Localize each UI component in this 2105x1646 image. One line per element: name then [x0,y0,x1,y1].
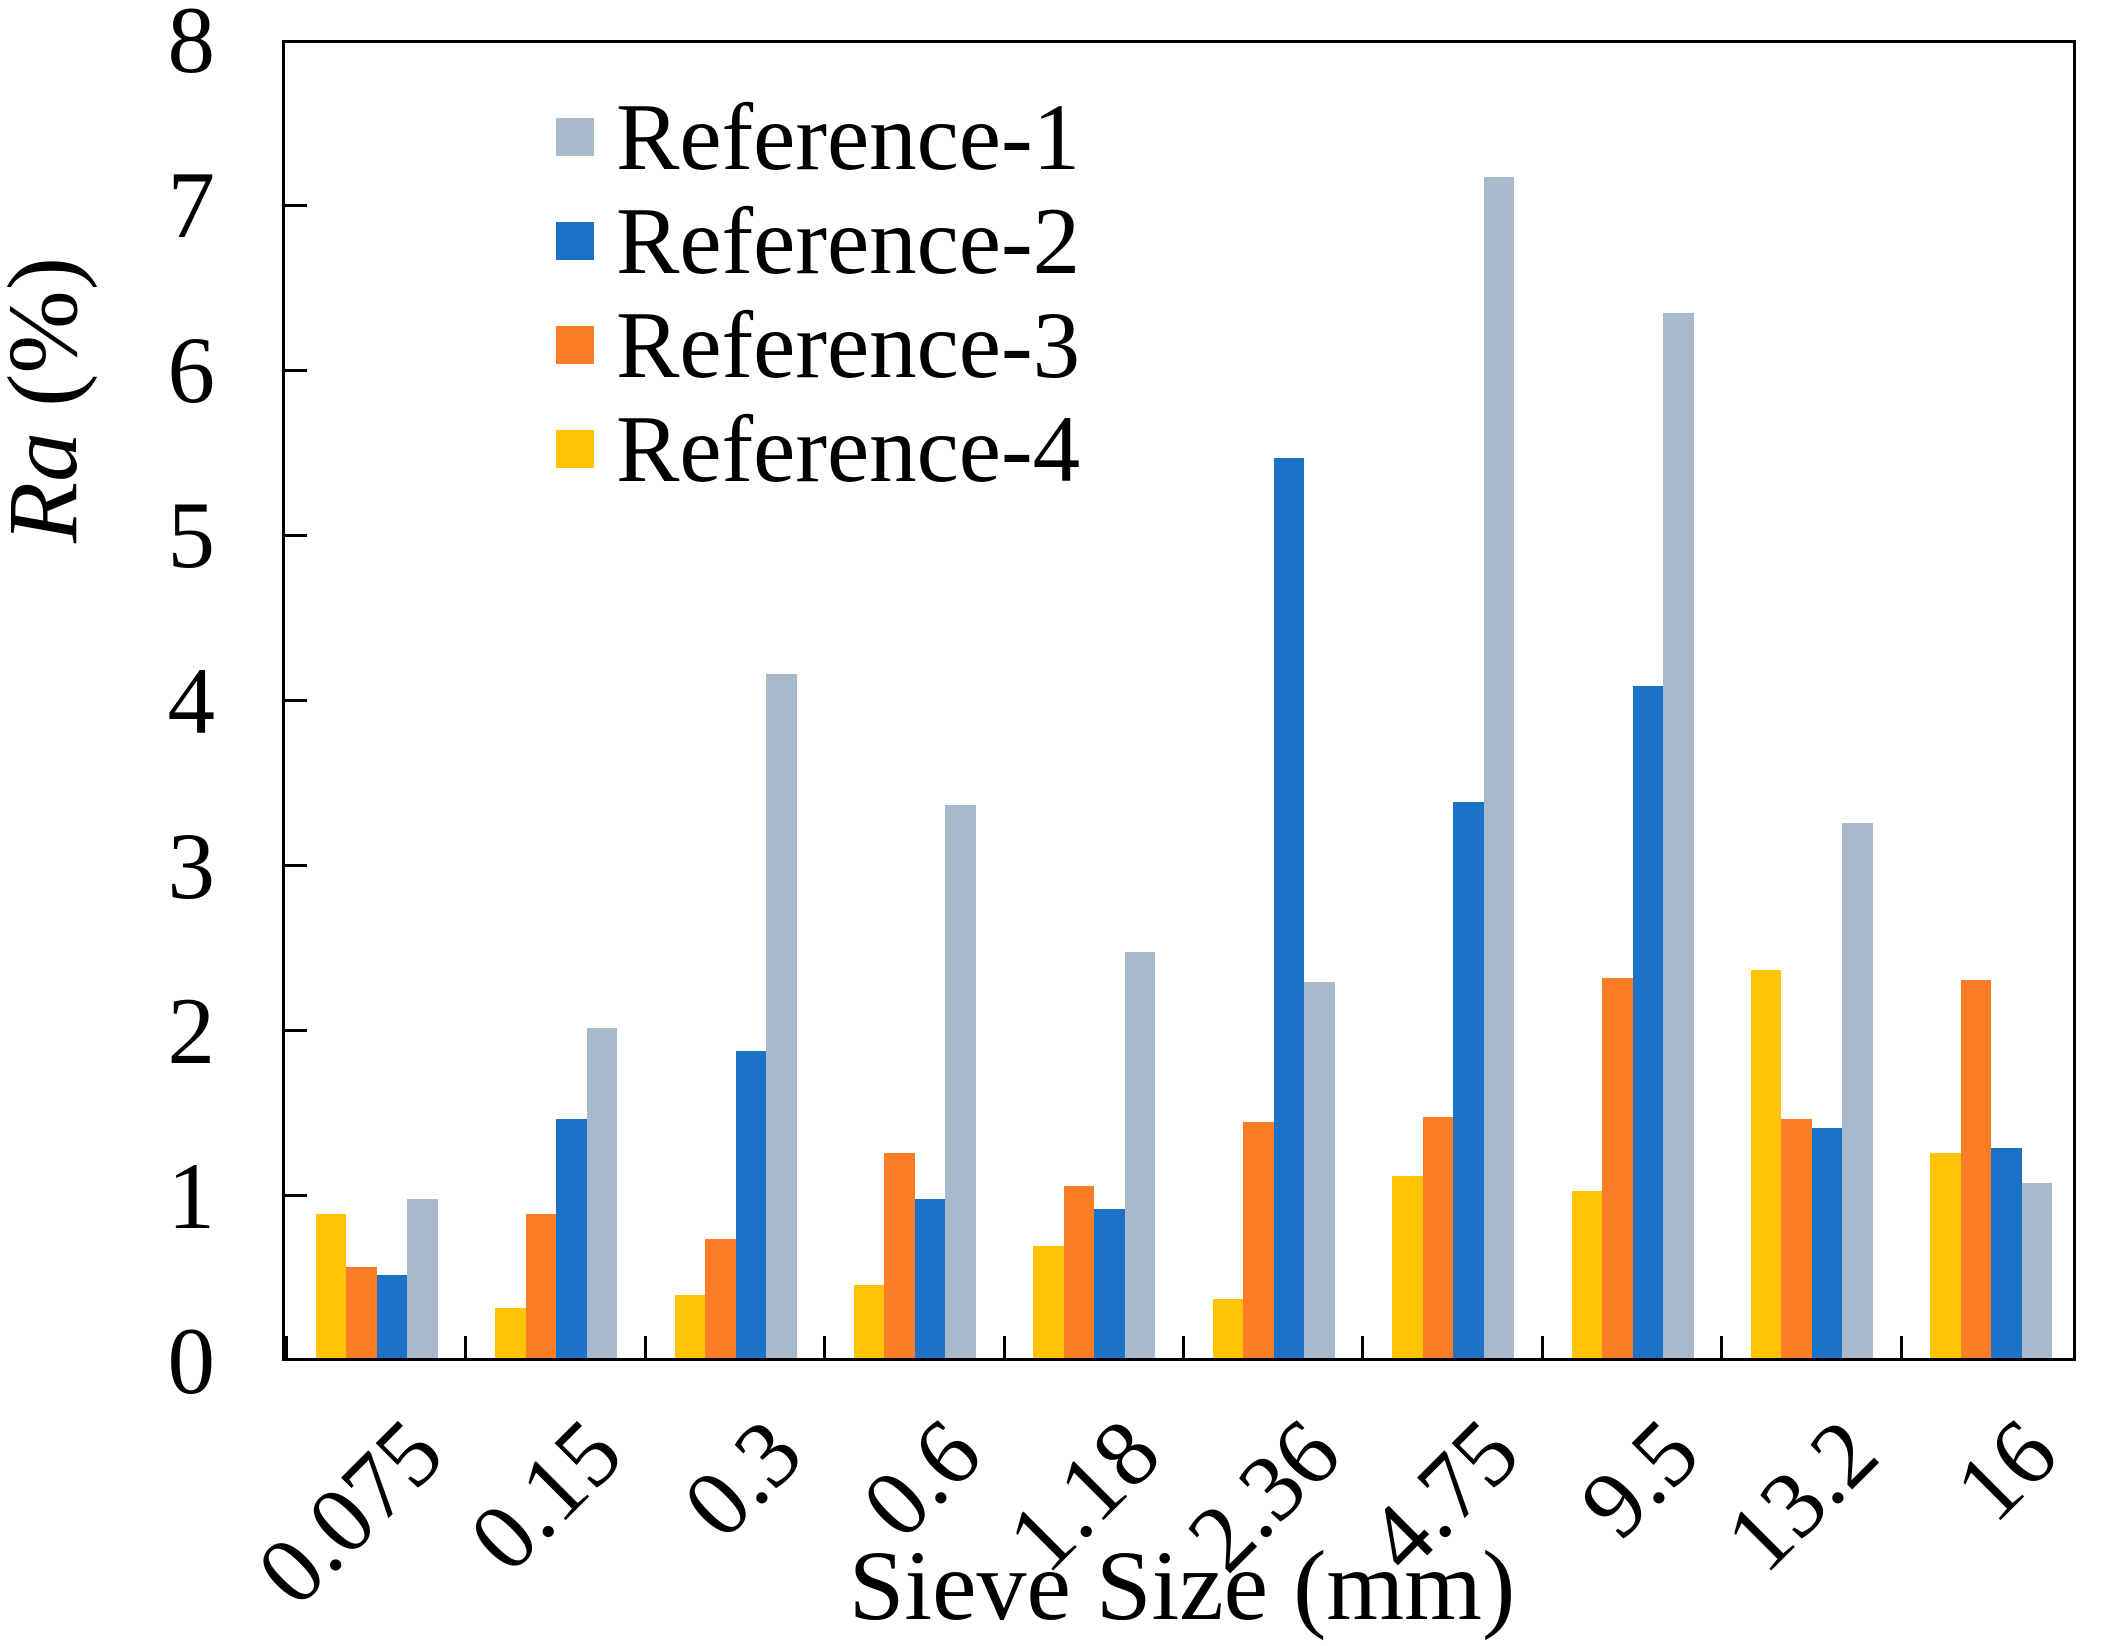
y-tick-label-2: 2 [167,977,216,1084]
y-axis-tick [285,533,307,537]
bar-reference-2-0.15 [556,1118,587,1358]
x-axis-tick [643,1336,647,1358]
x-axis-tick [1720,1336,1724,1358]
bar-reference-4-4.75 [1392,1176,1423,1358]
bar-reference-1-0.6 [945,804,976,1358]
bar-reference-4-1.18 [1033,1245,1064,1358]
y-tick-label-3: 3 [167,812,216,919]
y-axis-tick [285,699,307,702]
legend-item-reference-2: Reference-2 [556,193,1080,288]
bar-reference-2-2.36 [1273,458,1305,1358]
bar-reference-2-9.5 [1632,685,1663,1358]
bar-reference-1-0.15 [586,1027,618,1358]
legend-swatch-icon [556,430,594,468]
bar-reference-3-4.75 [1422,1116,1454,1358]
y-tick-label-4: 4 [167,647,216,754]
bar-reference-1-4.75 [1483,177,1515,1358]
x-axis-tick [1002,1336,1006,1358]
bar-reference-4-16 [1930,1153,1961,1358]
bar-reference-3-2.36 [1243,1121,1274,1358]
bar-reference-1-0.3 [766,674,797,1358]
x-axis-title: Sieve Size (mm) [848,1530,1516,1641]
y-tick-label-7: 7 [167,152,216,259]
x-axis-tick [1540,1336,1544,1358]
x-axis-tick [823,1336,827,1358]
legend-label: Reference-2 [616,187,1081,294]
legend-swatch-icon [556,222,594,260]
bar-reference-3-16 [1960,979,1992,1358]
bar-reference-2-4.75 [1453,801,1484,1358]
bar-reference-2-13.2 [1811,1128,1843,1358]
legend-item-reference-1: Reference-1 [556,89,1080,184]
x-axis-tick [2073,1336,2076,1358]
legend-item-reference-3: Reference-3 [556,297,1080,392]
bar-reference-1-0.075 [407,1199,438,1358]
bar-reference-1-13.2 [1842,823,1873,1358]
plot-area [282,40,2076,1361]
y-tick-label-6: 6 [167,317,216,424]
bar-reference-2-16 [1991,1148,2022,1358]
bar-reference-4-9.5 [1571,1191,1602,1358]
legend-item-reference-4: Reference-4 [556,401,1080,496]
legend-label: Reference-1 [616,83,1081,190]
bar-reference-4-13.2 [1750,969,1782,1358]
bar-reference-4-0.6 [853,1285,885,1358]
bar-reference-3-0.3 [705,1239,736,1358]
x-axis-tick [285,1336,288,1358]
y-axis-tick [285,864,307,868]
x-axis-tick [1182,1336,1185,1358]
y-axis-tick [285,1029,307,1033]
bar-reference-2-0.3 [735,1050,766,1358]
legend-label: Reference-4 [616,395,1081,502]
y-tick-label-8: 8 [167,0,216,93]
y-tick-label-0: 0 [167,1308,216,1414]
legend: Reference-1 Reference-2 Reference-3 Referen… [556,89,1080,534]
y-axis-tick [285,1194,307,1198]
bar-reference-4-2.36 [1212,1298,1244,1358]
bar-reference-1-1.18 [1124,951,1156,1358]
x-axis-tick [1361,1336,1365,1358]
bar-reference-2-0.6 [914,1199,946,1358]
legend-swatch-icon [556,326,594,364]
x-axis-tick [464,1336,468,1358]
bar-reference-3-9.5 [1602,978,1633,1358]
bar-reference-3-1.18 [1063,1186,1095,1358]
bar-reference-1-9.5 [1663,312,1694,1358]
bar-reference-1-2.36 [1304,981,1335,1358]
legend-label: Reference-3 [616,291,1081,398]
bar-reference-3-0.075 [346,1267,377,1358]
y-tick-label-1: 1 [167,1142,216,1249]
bar-reference-4-0.075 [315,1214,347,1358]
bar-reference-4-0.15 [495,1308,526,1358]
x-axis-tick [1899,1336,1903,1358]
legend-swatch-icon [556,118,594,156]
bar-reference-3-13.2 [1781,1118,1812,1358]
bar-reference-3-0.6 [884,1153,915,1358]
bar-reference-4-0.3 [674,1295,705,1358]
bar-reference-2-0.075 [376,1275,408,1358]
y-axis-tick [285,203,307,207]
bar-reference-1-16 [2021,1182,2053,1358]
bar-reference-3-0.15 [525,1214,557,1358]
y-tick-label-5: 5 [167,482,216,589]
bar-reference-2-1.18 [1094,1209,1125,1358]
y-axis-tick [285,368,307,372]
